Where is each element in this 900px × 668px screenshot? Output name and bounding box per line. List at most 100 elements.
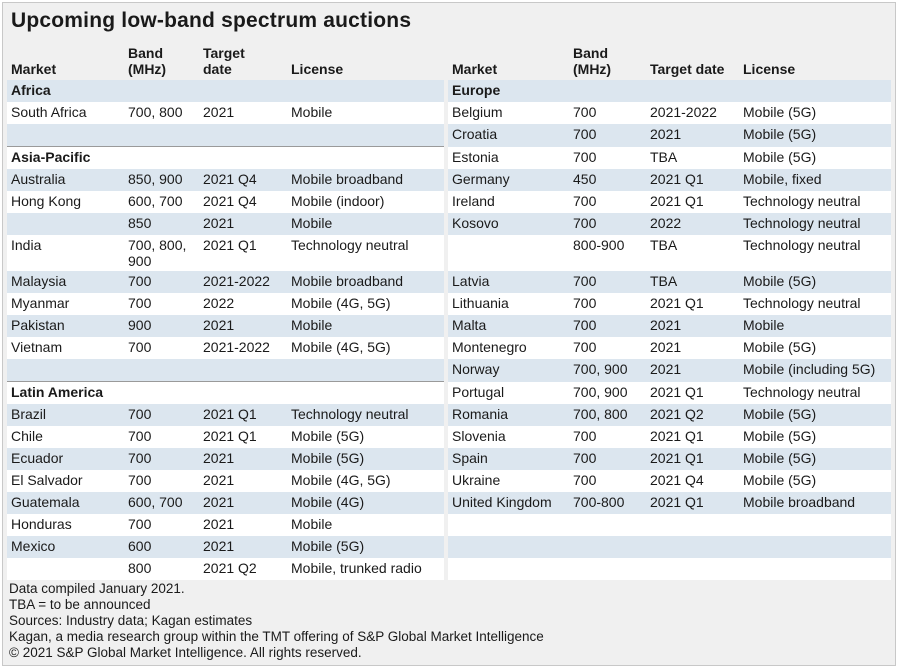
- cell: 2021 Q2: [199, 558, 287, 580]
- cell: Mexico: [7, 536, 124, 558]
- cell: 700: [124, 271, 199, 293]
- gap: [444, 337, 448, 359]
- cell: Mobile (5G): [739, 470, 891, 492]
- section-header: Asia-Pacific: [7, 146, 444, 169]
- cell: 2021 Q1: [646, 169, 739, 191]
- cell: Romania: [448, 404, 569, 426]
- table-row: 800 2021 Q2 Mobile, trunked radio: [7, 558, 891, 580]
- cell: [448, 235, 569, 271]
- cell: 700, 900: [569, 381, 646, 404]
- cell: 700: [569, 271, 646, 293]
- cell: 700: [569, 426, 646, 448]
- column-header: Target date: [203, 45, 245, 77]
- cell: 2021 Q4: [646, 470, 739, 492]
- cell: 2021: [199, 213, 287, 235]
- cell: [7, 558, 124, 580]
- cell: [739, 514, 891, 536]
- table-row: Pakistan 900 2021 Mobile Malta 700 2021 Mobile: [7, 315, 891, 337]
- cell: 600, 700: [124, 191, 199, 213]
- gap: [444, 271, 448, 293]
- gap: [444, 213, 448, 235]
- cell: 2021 Q1: [646, 381, 739, 404]
- footer-line: Sources: Industry data; Kagan estimates: [9, 613, 253, 628]
- cell: Mobile (5G): [739, 426, 891, 448]
- cell: Mobile broadband: [287, 271, 444, 293]
- cell: 700, 800, 900: [124, 235, 199, 271]
- cell: Ecuador: [7, 448, 124, 470]
- column-header: Target date: [650, 61, 725, 77]
- table-row: Croatia 700 2021 Mobile (5G): [7, 124, 891, 147]
- gap: [444, 359, 448, 382]
- cell: 2022: [646, 213, 739, 235]
- cell: TBA: [646, 235, 739, 271]
- table-row: El Salvador 700 2021 Mobile (4G, 5G) Ukraine…: [7, 470, 891, 492]
- cell: 2021 Q1: [646, 426, 739, 448]
- cell: Technology neutral: [739, 235, 891, 271]
- cell: TBA: [646, 271, 739, 293]
- cell: [7, 213, 124, 235]
- gap: [444, 315, 448, 337]
- cell: Portugal: [448, 381, 569, 404]
- cell: 700-800: [569, 492, 646, 514]
- cell: 2021 Q1: [646, 492, 739, 514]
- cell: Mobile (indoor): [287, 191, 444, 213]
- cell: Mobile (5G): [739, 124, 891, 147]
- cell: Mobile (including 5G): [739, 359, 891, 382]
- cell: 700: [569, 146, 646, 169]
- table-row: Mexico 600 2021 Mobile (5G): [7, 536, 891, 558]
- cell: Mobile (4G, 5G): [287, 293, 444, 315]
- cell: [287, 124, 444, 147]
- cell: Norway: [448, 359, 569, 382]
- footer-line: TBA = to be announced: [9, 597, 151, 612]
- footer: Data compiled January 2021. TBA = to be a…: [9, 581, 544, 661]
- cell: 700, 900: [569, 359, 646, 382]
- cell: [569, 514, 646, 536]
- cell: Mobile (5G): [739, 102, 891, 124]
- gap: [444, 80, 448, 102]
- cell: El Salvador: [7, 470, 124, 492]
- cell: 700: [569, 191, 646, 213]
- cell: Mobile (5G): [739, 271, 891, 293]
- cell: 700: [569, 213, 646, 235]
- cell: Mobile (5G): [739, 404, 891, 426]
- cell: 2022: [199, 293, 287, 315]
- cell: 2021 Q4: [199, 191, 287, 213]
- cell: Technology neutral: [739, 191, 891, 213]
- cell: TBA: [646, 146, 739, 169]
- cell: 700: [124, 448, 199, 470]
- cell: Pakistan: [7, 315, 124, 337]
- gap: [444, 191, 448, 213]
- cell: 2021 Q2: [646, 404, 739, 426]
- cell: 2021: [199, 514, 287, 536]
- table-row: India 700, 800, 900 2021 Q1 Technology neut…: [7, 235, 891, 271]
- column-header: License: [743, 61, 796, 77]
- cell: Guatemala: [7, 492, 124, 514]
- cell: 700: [569, 448, 646, 470]
- cell: 600, 700: [124, 492, 199, 514]
- table-row: Myanmar 700 2022 Mobile (4G, 5G) Lithuania 70…: [7, 293, 891, 315]
- cell: Technology neutral: [287, 404, 444, 426]
- header-row: Market Band (MHz) Target date License Market…: [7, 43, 891, 80]
- cell: [646, 536, 739, 558]
- cell: Mobile: [287, 514, 444, 536]
- cell: [569, 558, 646, 580]
- cell: [199, 124, 287, 147]
- cell: [199, 359, 287, 382]
- cell: 2021 Q1: [646, 191, 739, 213]
- cell: Spain: [448, 448, 569, 470]
- column-header: Market: [11, 61, 57, 77]
- cell: Technology neutral: [287, 235, 444, 271]
- cell: 2021: [199, 492, 287, 514]
- gap: [444, 448, 448, 470]
- cell: [569, 536, 646, 558]
- gap: [444, 470, 448, 492]
- cell: United Kingdom: [448, 492, 569, 514]
- cell: Mobile (5G): [287, 448, 444, 470]
- cell: Australia: [7, 169, 124, 191]
- cell: 2021: [199, 470, 287, 492]
- cell: 900: [124, 315, 199, 337]
- cell: Mobile (4G): [287, 492, 444, 514]
- cell: Technology neutral: [739, 381, 891, 404]
- cell: Vietnam: [7, 337, 124, 359]
